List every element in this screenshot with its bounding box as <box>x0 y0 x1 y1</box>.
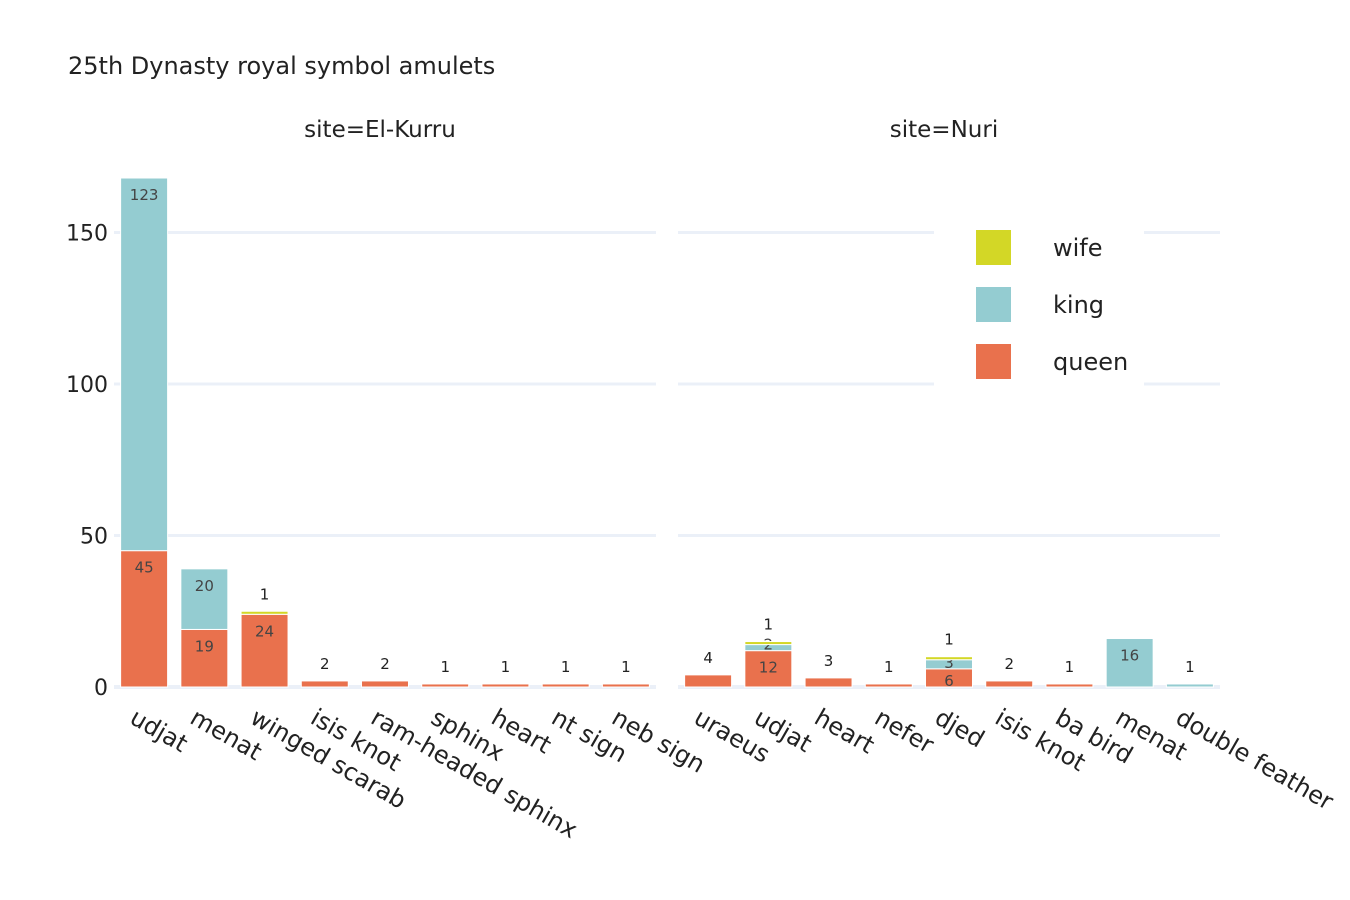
facet-title: site=Nuri <box>890 117 998 143</box>
data-label: 1 <box>884 658 894 676</box>
data-label: 24 <box>255 622 274 640</box>
data-label: 20 <box>195 577 214 595</box>
data-label: 1 <box>764 616 774 634</box>
bar-queen[interactable] <box>240 613 289 688</box>
data-label: 16 <box>1120 647 1139 665</box>
chart-title: 25th Dynasty royal symbol amulets <box>68 52 495 80</box>
legend-label-king[interactable]: king <box>1053 291 1104 319</box>
bar-queen[interactable] <box>481 683 530 688</box>
data-label: 12 <box>759 659 778 677</box>
bar-king[interactable] <box>180 568 229 630</box>
legend-swatch-wife[interactable] <box>976 230 1011 265</box>
bar-queen[interactable] <box>985 680 1034 688</box>
data-label: 1 <box>621 658 631 676</box>
plot-area: 050100150site=El-Kurru45123udjat1920mena… <box>66 117 1338 844</box>
data-label: 2 <box>320 655 330 673</box>
bar-queen[interactable] <box>804 677 853 688</box>
legend-swatch-king[interactable] <box>976 287 1011 322</box>
x-tick-label: heart <box>810 703 879 759</box>
bar-queen[interactable] <box>361 680 409 688</box>
bar-wife[interactable] <box>744 641 793 646</box>
bar-queen[interactable] <box>541 683 590 688</box>
data-label: 123 <box>130 186 159 204</box>
bar-queen[interactable] <box>120 550 169 688</box>
data-label: 1 <box>944 631 954 649</box>
bar-wife[interactable] <box>925 656 973 661</box>
y-tick-label: 50 <box>80 525 108 550</box>
data-label: 45 <box>135 559 154 577</box>
legend-label-wife[interactable]: wife <box>1053 234 1103 262</box>
bar-queen[interactable] <box>421 683 470 688</box>
facet-panel-1: site=El-Kurru45123udjat1920menat241winge… <box>114 117 710 844</box>
x-tick-label: djed <box>930 703 989 753</box>
x-tick-label: udjat <box>125 703 192 758</box>
data-label: 1 <box>501 658 511 676</box>
bar-wife[interactable] <box>240 610 289 615</box>
bar-queen[interactable] <box>601 683 650 688</box>
data-label: 2 <box>380 655 390 673</box>
data-label: 1 <box>440 658 450 676</box>
bar-queen[interactable] <box>684 674 733 688</box>
y-tick-label: 0 <box>94 676 108 701</box>
data-label: 3 <box>824 652 834 670</box>
y-tick-label: 100 <box>66 373 108 398</box>
data-label: 1 <box>1065 658 1075 676</box>
data-label: 2 <box>1004 655 1014 673</box>
bar-queen[interactable] <box>180 628 229 688</box>
bar-king[interactable] <box>120 177 169 552</box>
bar-king[interactable] <box>1105 638 1154 688</box>
data-label: 19 <box>195 637 214 655</box>
data-label: 1 <box>1185 658 1195 676</box>
data-label: 1 <box>260 585 270 603</box>
data-label: 3 <box>944 654 954 672</box>
bar-queen[interactable] <box>864 683 913 688</box>
legend-background <box>934 218 1144 388</box>
x-tick-label: nefer <box>870 703 939 759</box>
legend-swatch-queen[interactable] <box>976 344 1011 379</box>
bar-queen[interactable] <box>744 650 793 688</box>
data-label: 4 <box>703 649 713 667</box>
data-label: 6 <box>944 672 954 690</box>
facet-title: site=El-Kurru <box>304 117 456 143</box>
bar-queen[interactable] <box>300 680 349 688</box>
bar-king[interactable] <box>1165 683 1214 688</box>
legend-label-queen[interactable]: queen <box>1053 348 1128 376</box>
y-tick-label: 150 <box>66 222 108 247</box>
data-label: 1 <box>561 658 571 676</box>
x-tick-label: double feather <box>1171 703 1338 816</box>
legend[interactable]: wife king queen <box>934 218 1144 388</box>
bar-queen[interactable] <box>1045 683 1094 688</box>
